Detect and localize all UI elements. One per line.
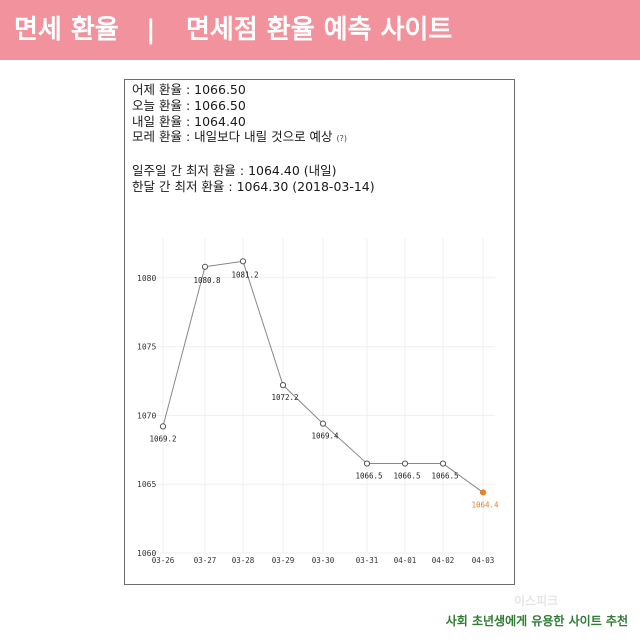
x-tick-label: 04-03 [472, 556, 495, 565]
x-axis-ticks: 03-26 03-27 03-28 03-29 03-30 03-31 04-01 04-02… [152, 556, 495, 565]
footer-caption: 사회 초년생에게 유용한 사이트 추천 [445, 614, 628, 628]
data-point [201, 263, 209, 270]
x-tick-label: 03-28 [232, 556, 255, 565]
exchange-info-block: 어제 환율 : 1066.50 오늘 환율 : 1066.50 내일 환율 : … [132, 82, 375, 195]
data-label: 1081.2 [231, 270, 258, 279]
data-point [239, 258, 247, 265]
data-point [363, 460, 371, 467]
y-tick-label: 1075 [137, 343, 156, 352]
tomorrow-rate: 내일 환율 : 1064.40 [132, 113, 246, 129]
data-label: 1066.5 [393, 472, 420, 481]
value-labels: 1069.2 1080.8 1081.2 1072.2 1069.4 1066.5 1066… [149, 270, 499, 509]
watermark-text: 이스피크 [514, 594, 559, 608]
y-tick-label: 1060 [137, 549, 156, 558]
series-line-segment [242, 261, 284, 386]
header-title-left: 면세 환율 [14, 15, 119, 45]
x-tick-label: 03-31 [356, 556, 379, 565]
y-axis-ticks: 1080 1075 1070 1065 1060 [137, 274, 156, 558]
y-tick-label: 1080 [137, 274, 156, 283]
data-label: 1072.2 [271, 393, 298, 402]
data-point [279, 382, 287, 389]
month-low-rate: 한달 간 최저 환율 : 1064.30 (2018-03-14) [132, 178, 375, 194]
series-line-segment [322, 423, 368, 464]
x-tick-label: 03-30 [312, 556, 335, 565]
x-tick-label: 04-02 [432, 556, 455, 565]
data-label: 1069.4 [311, 432, 339, 441]
data-point [439, 460, 447, 467]
header-banner: 면세 환율 | 면세점 환율 예측 사이트 [0, 0, 640, 60]
y-tick-label: 1070 [137, 411, 156, 420]
data-label: 1069.2 [149, 434, 176, 443]
data-label: 1064.4 [471, 500, 499, 509]
header-separator: | [146, 15, 156, 45]
day-after-rate: 모레 환율 : 내일보다 내릴 것으로 예상 (?) [132, 129, 375, 147]
data-label: 1066.5 [431, 472, 458, 481]
series-line-segment [282, 384, 324, 425]
chart-grid [155, 238, 495, 554]
series-line-segment [204, 260, 244, 268]
series-line-segment [162, 266, 206, 427]
x-tick-label: 03-29 [272, 556, 295, 565]
day-after-text: 모레 환율 : 내일보다 내릴 것으로 예상 [132, 129, 333, 145]
data-point [159, 423, 167, 430]
help-link[interactable]: (?) [336, 134, 348, 144]
data-point [401, 460, 409, 467]
today-rate: 오늘 환율 : 1066.50 [132, 97, 246, 113]
week-low-rate: 일주일 간 최저 환율 : 1064.40 (내일) [132, 163, 337, 179]
exchange-rate-panel [124, 79, 515, 585]
x-tick-label: 03-27 [194, 556, 217, 565]
y-tick-label: 1065 [137, 480, 156, 489]
rate-series [159, 258, 487, 496]
x-tick-label: 03-26 [152, 556, 175, 565]
data-point [319, 420, 327, 427]
header-title-right: 면세점 환율 예측 사이트 [186, 15, 453, 45]
spacer [132, 147, 375, 163]
yesterday-rate: 어제 환율 : 1066.50 [132, 82, 246, 97]
data-point [479, 489, 487, 496]
data-label: 1066.5 [355, 472, 382, 481]
data-label: 1080.8 [193, 276, 221, 285]
x-tick-label: 04-01 [394, 556, 417, 565]
series-line-segment [442, 463, 484, 493]
